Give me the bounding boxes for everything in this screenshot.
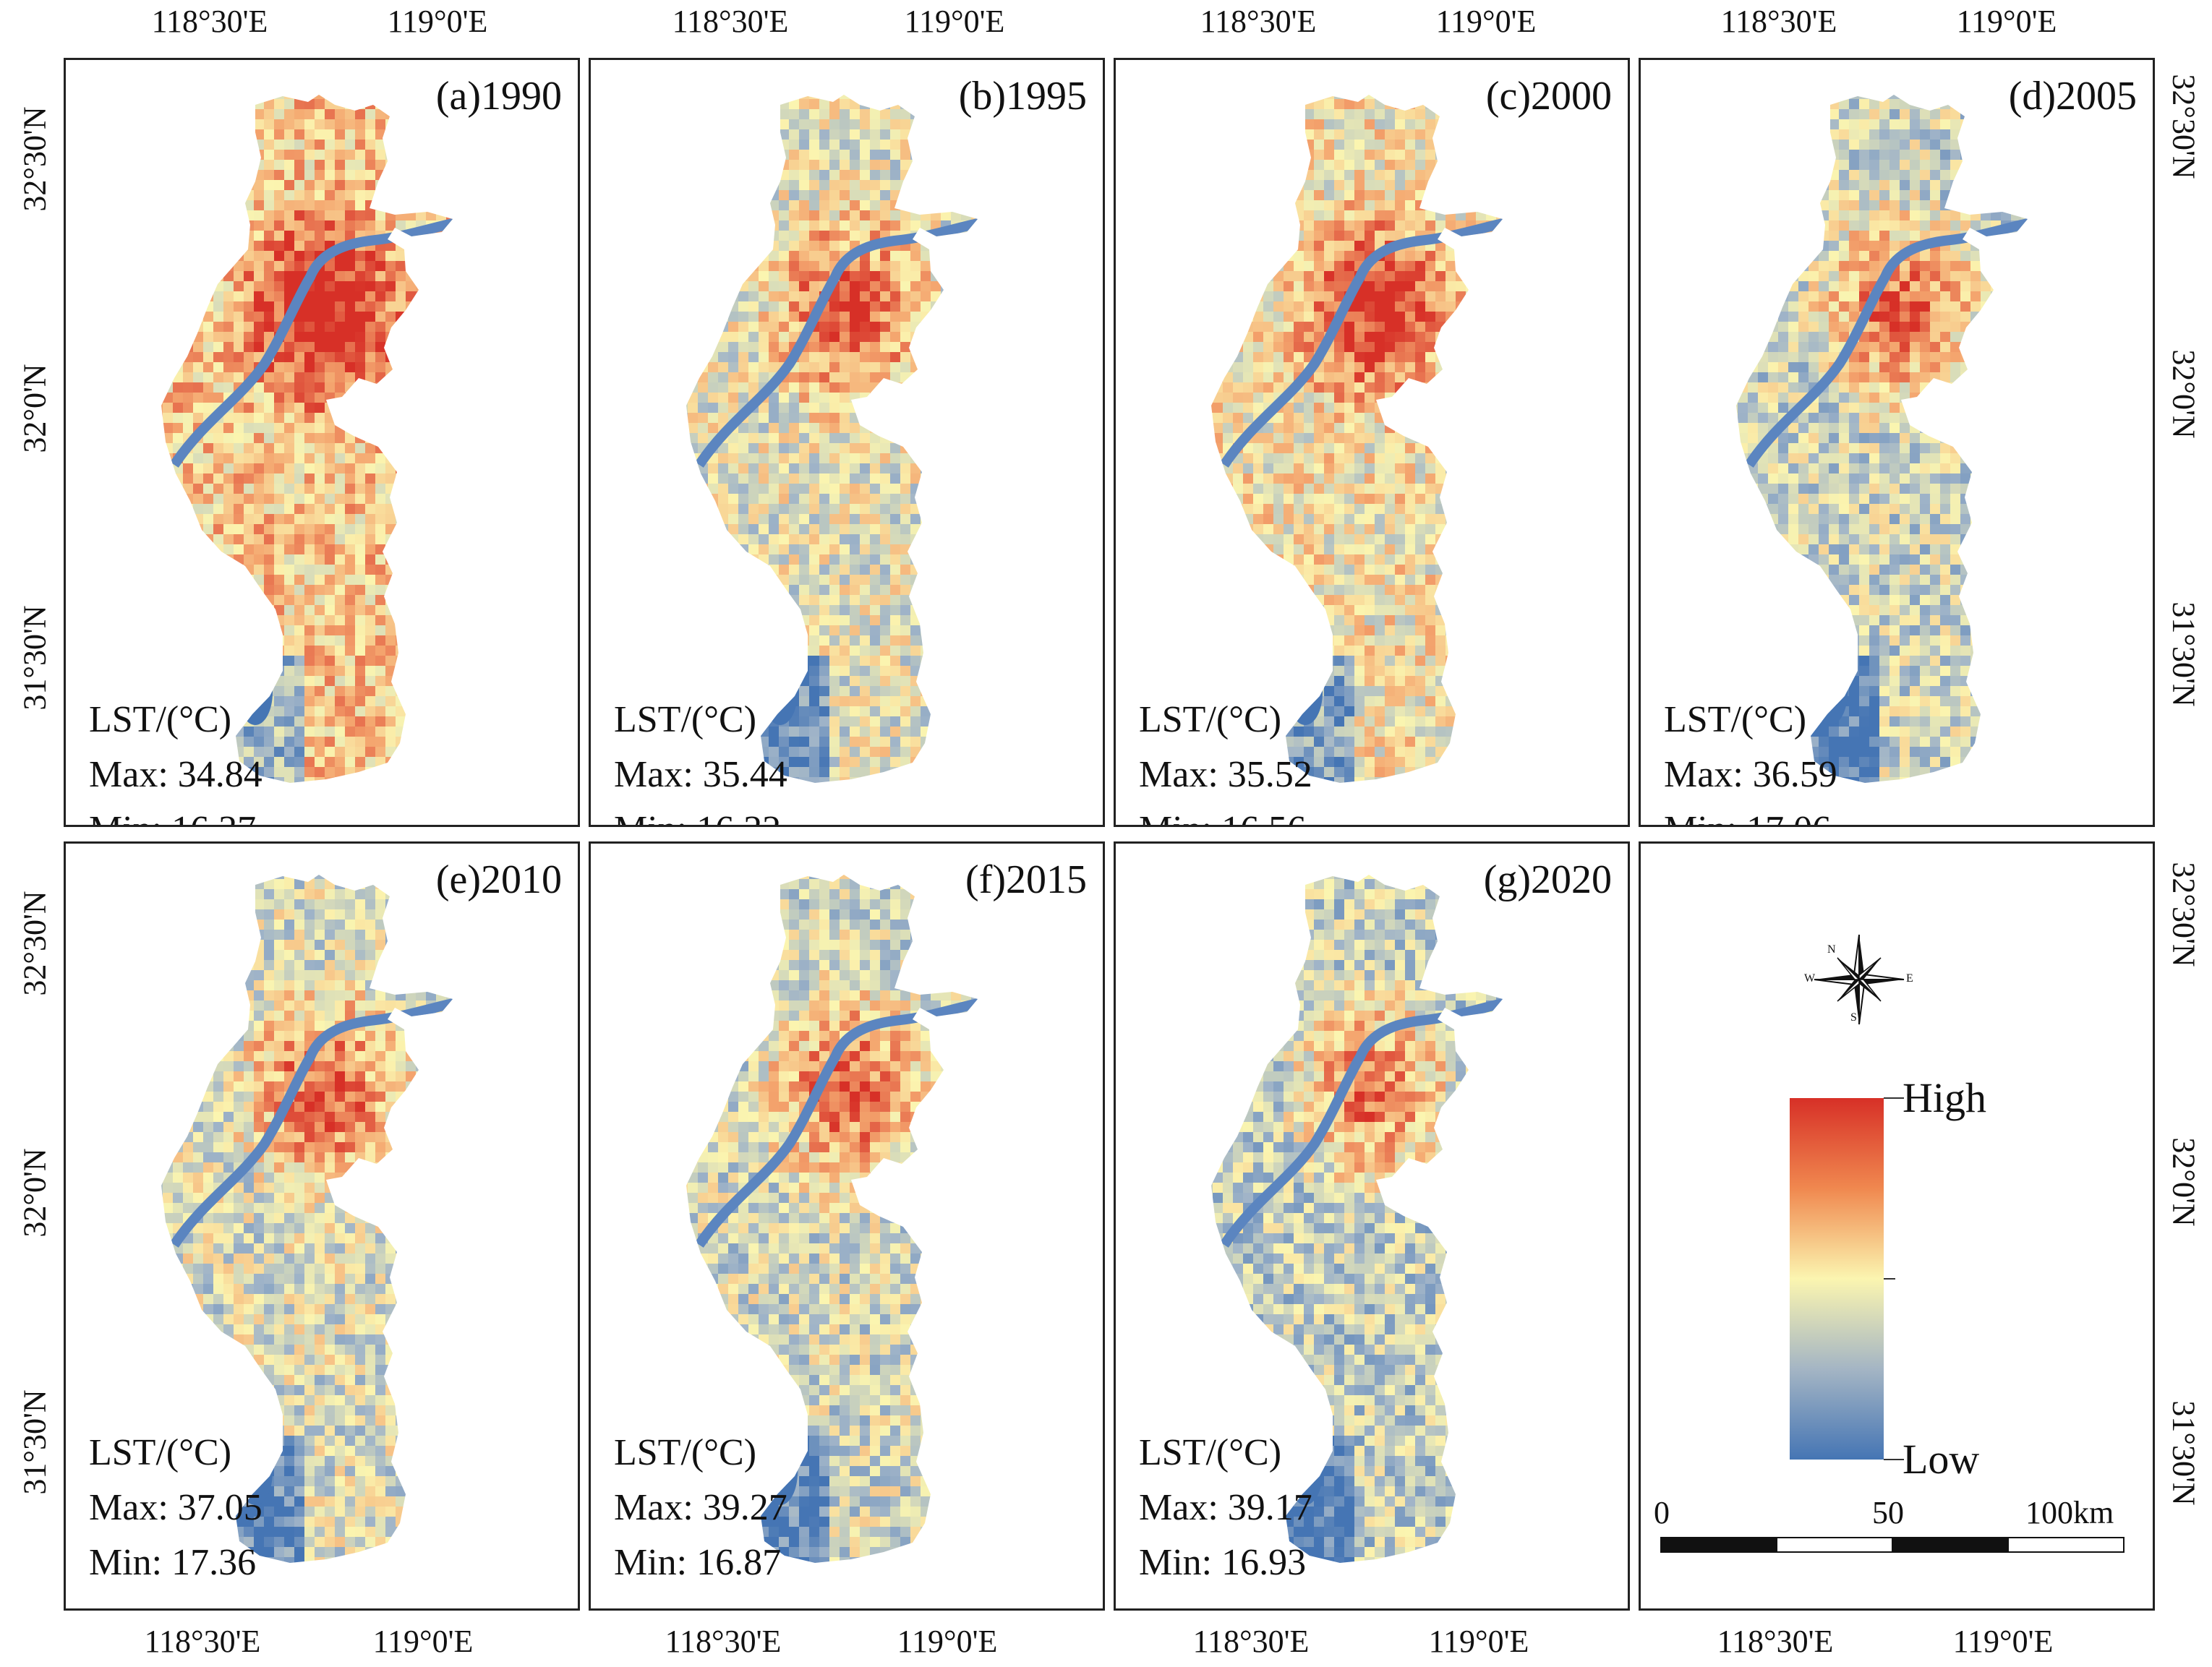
lat-label-left-row1-1: 32°30'N [17, 106, 53, 212]
lon-label-top-1-right: 119°0'E [387, 4, 488, 39]
lst-stats-title: LST/(°C) [1139, 1432, 1282, 1473]
lst-stats-title: LST/(°C) [1664, 699, 1807, 740]
scale-bar [1660, 1537, 2125, 1553]
legend-high-label: High [1903, 1074, 1986, 1121]
panel-title: (g)2020 [1483, 857, 1612, 902]
lon-label-bottom-1-left: 118°30'E [144, 1624, 261, 1659]
lst-stats: LST/(°C) Max: 35.44 Min: 16.32 [614, 693, 787, 825]
lst-stats: LST/(°C) Max: 34.84 Min: 16.37 [89, 693, 262, 825]
lst-stats-title: LST/(°C) [1139, 699, 1282, 740]
lst-max: Max: 37.05 [89, 1487, 262, 1528]
lst-map-2020 [1211, 875, 1503, 1563]
lst-min: Min: 16.87 [614, 1542, 782, 1583]
lat-label-right-row2-1: 32°30'N [2166, 862, 2202, 967]
lst-max: Max: 39.27 [614, 1487, 787, 1528]
compass-w-label: W [1804, 972, 1816, 985]
lon-label-top-2-left: 118°30'E [672, 4, 789, 39]
lat-label-left-row1-3: 31°30'N [17, 605, 53, 711]
lst-min: Min: 16.56 [1139, 802, 1312, 825]
lst-min: Min: 16.37 [89, 802, 262, 825]
map-panel-2005: (d)2005 LST/(°C) Max: 36.59 Min: 17.06 [1639, 58, 2155, 827]
lon-label-bottom-3-right: 119°0'E [1428, 1624, 1529, 1659]
legend-low-label: Low [1903, 1436, 1980, 1483]
lat-label-right-row1-3: 31°30'N [2166, 601, 2202, 707]
map-panel-2000: (c)2000 LST/(°C) Max: 35.52 Min: 16.56 [1114, 58, 1630, 827]
lst-raster [686, 95, 978, 783]
lst-min: Min: 17.06 [1664, 802, 1837, 825]
lon-label-bottom-4-right: 119°0'E [1952, 1624, 2054, 1659]
lst-stats: LST/(°C) Max: 39.27 Min: 16.87 [614, 1426, 787, 1590]
lon-label-bottom-4-left: 118°30'E [1717, 1624, 1834, 1659]
lat-label-left-row2-2: 32°0'N [17, 1148, 53, 1238]
lst-stats-title: LST/(°C) [614, 699, 757, 740]
lon-label-top-3-right: 119°0'E [1435, 4, 1537, 39]
lat-label-left-row2-1: 32°30'N [17, 891, 53, 996]
lst-color-ramp [1790, 1098, 1884, 1460]
lon-label-bottom-1-right: 119°0'E [372, 1624, 474, 1659]
lst-map-1995 [686, 95, 978, 783]
lon-label-top-1-left: 118°30'E [151, 4, 268, 39]
lon-label-top-3-left: 118°30'E [1200, 4, 1317, 39]
compass-icon [1814, 934, 1905, 1025]
lat-label-right-row2-2: 32°0'N [2166, 1137, 2202, 1227]
lat-label-left-row2-3: 31°30'N [17, 1389, 53, 1495]
lst-raster [161, 95, 453, 783]
lat-label-left-row1-2: 32°0'N [17, 364, 53, 453]
lst-stats: LST/(°C) Max: 36.59 Min: 17.06 [1664, 693, 1837, 825]
lst-max: Max: 35.44 [614, 754, 787, 795]
compass-e-label: E [1906, 972, 1913, 985]
lst-max: Max: 36.59 [1664, 754, 1837, 795]
lst-stats-title: LST/(°C) [614, 1432, 757, 1473]
map-panel-2010: (e)2010 LST/(°C) Max: 37.05 Min: 17.36 [64, 841, 580, 1611]
lst-min: Min: 17.36 [89, 1542, 257, 1583]
lst-min: Min: 16.32 [614, 802, 787, 825]
lst-raster [1211, 95, 1503, 783]
scale-label-50: 50 [1872, 1495, 1904, 1530]
lon-label-top-4-left: 118°30'E [1720, 4, 1837, 39]
lst-stats: LST/(°C) Max: 35.52 Min: 16.56 [1139, 693, 1312, 825]
lst-map-1990 [161, 95, 453, 783]
panel-title: (f)2015 [965, 857, 1087, 902]
lon-label-bottom-2-left: 118°30'E [665, 1624, 782, 1659]
panel-title: (c)2000 [1485, 74, 1612, 119]
lat-label-right-row1-1: 32°30'N [2166, 74, 2202, 179]
lst-map-2000 [1211, 95, 1503, 783]
lst-max: Max: 34.84 [89, 754, 262, 795]
lst-map-2015 [686, 875, 978, 1563]
lst-map-2010 [161, 875, 453, 1563]
lst-max: Max: 39.17 [1139, 1487, 1312, 1528]
scale-label-0: 0 [1654, 1495, 1670, 1530]
map-panel-2020: (g)2020 LST/(°C) Max: 39.17 Min: 16.93 [1114, 841, 1630, 1611]
lat-label-right-row1-2: 32°0'N [2166, 349, 2202, 439]
map-panel-2015: (f)2015 LST/(°C) Max: 39.27 Min: 16.87 [589, 841, 1105, 1611]
lat-label-right-row2-3: 31°30'N [2166, 1400, 2202, 1506]
lon-label-bottom-3-left: 118°30'E [1192, 1624, 1310, 1659]
lst-raster [1736, 95, 2028, 783]
lst-stats-title: LST/(°C) [89, 1432, 232, 1473]
lst-map-2005 [1736, 95, 2028, 783]
lon-label-bottom-2-right: 119°0'E [897, 1624, 998, 1659]
scale-label-100km: 100km [2025, 1495, 2114, 1530]
legend-graphics [1660, 934, 2125, 1553]
lst-max: Max: 35.52 [1139, 754, 1312, 795]
map-panel-1995: (b)1995 LST/(°C) Max: 35.44 Min: 16.32 [589, 58, 1105, 827]
lon-label-top-2-right: 119°0'E [904, 4, 1005, 39]
compass-s-label: S [1850, 1011, 1857, 1024]
lst-stats: LST/(°C) Max: 39.17 Min: 16.93 [1139, 1426, 1312, 1590]
lon-label-top-4-right: 119°0'E [1956, 4, 2057, 39]
map-panel-1990: (a)1990 LST/(°C) Max: 34.84 Min: 16.37 [64, 58, 580, 827]
compass-n-label: N [1827, 943, 1836, 956]
panel-title: (d)2005 [2008, 74, 2137, 119]
lst-stats-title: LST/(°C) [89, 699, 232, 740]
panel-title: (b)1995 [958, 74, 1087, 119]
lst-stats: LST/(°C) Max: 37.05 Min: 17.36 [89, 1426, 262, 1590]
lst-min: Min: 16.93 [1139, 1542, 1307, 1583]
panel-title: (e)2010 [435, 857, 562, 902]
legend-panel: N S E W High Low 0 50 100km [1639, 841, 2155, 1611]
panel-title: (a)1990 [435, 74, 562, 119]
